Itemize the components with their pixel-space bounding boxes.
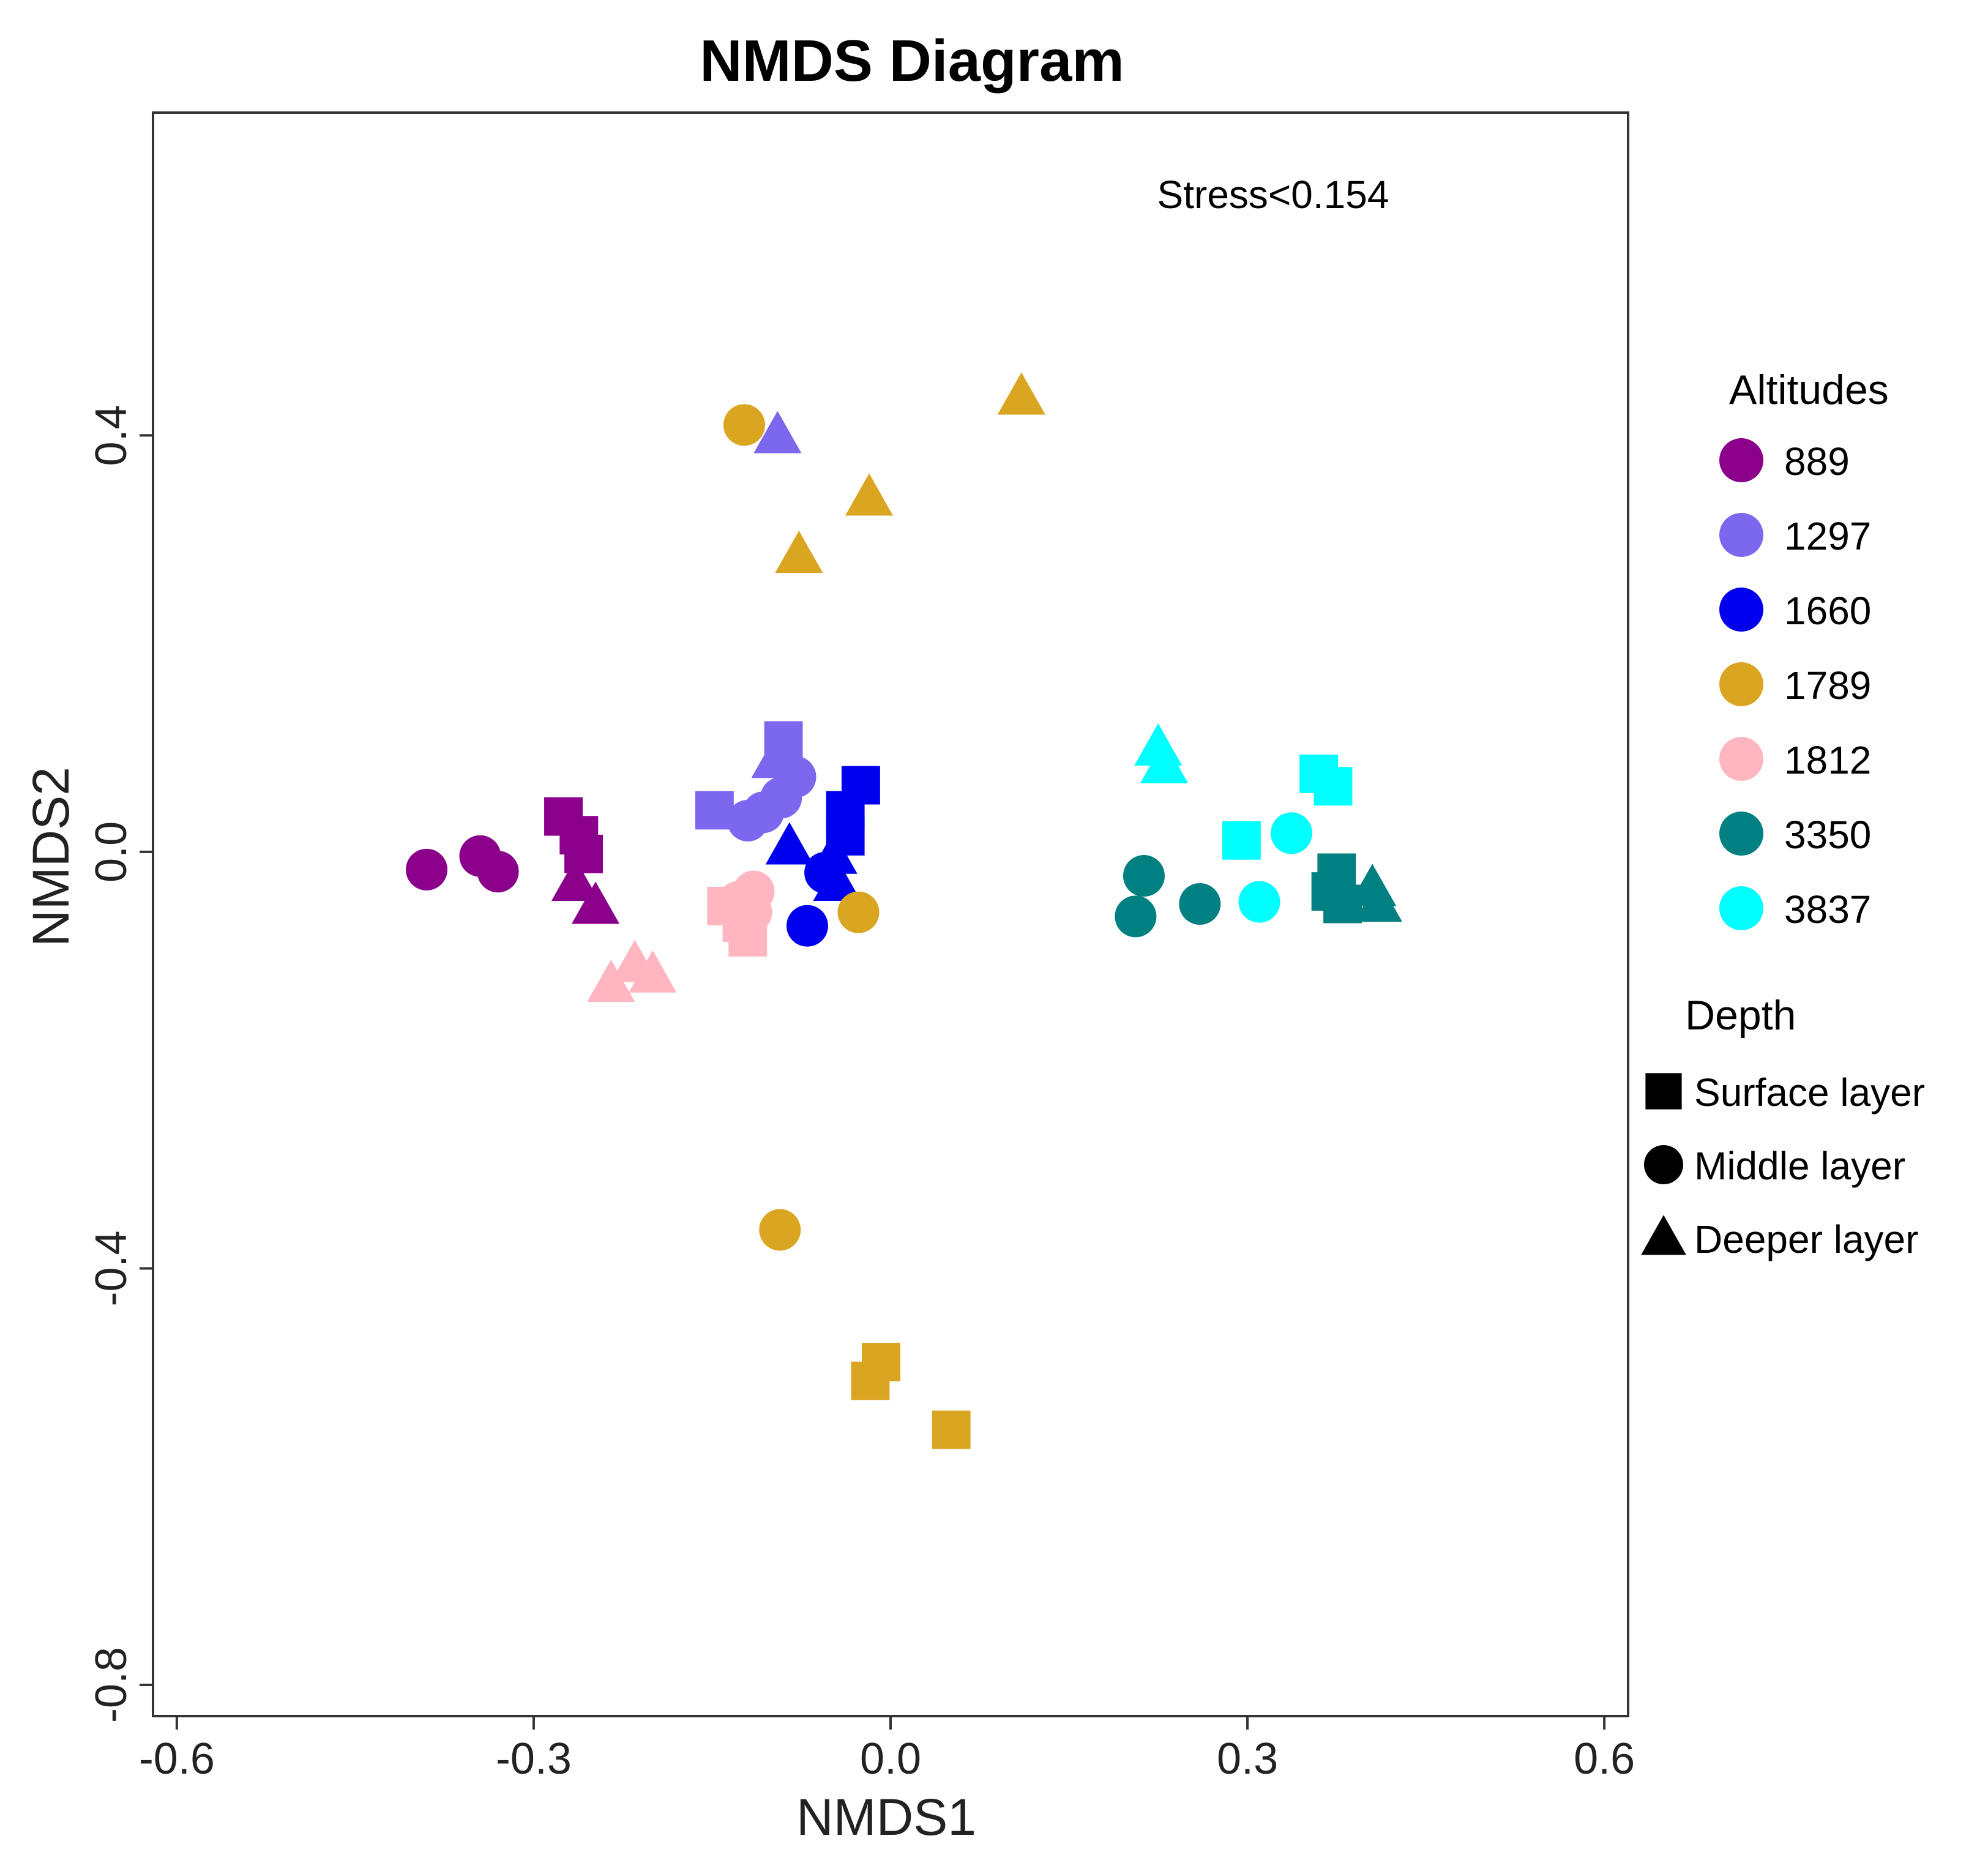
legend-key-circle: [1644, 1145, 1683, 1184]
point-3350-triangle: [1354, 879, 1402, 922]
point-3350-circle: [1123, 855, 1165, 897]
point-889-triangle: [571, 881, 620, 924]
point-3350-circle: [1179, 883, 1221, 925]
legend-label-1660: 1660: [1784, 589, 1871, 633]
y-tick-label: -0.4: [87, 1230, 136, 1306]
point-889-square: [564, 834, 604, 873]
legend-label-1789: 1789: [1784, 663, 1871, 707]
point-1660-circle: [786, 905, 828, 947]
point-3837-square: [1313, 767, 1353, 806]
legend-label-889: 889: [1784, 439, 1850, 483]
point-1789-triangle: [997, 372, 1045, 415]
legend-label-triangle: Deeper layer: [1694, 1217, 1918, 1261]
point-889-circle: [477, 851, 519, 893]
y-tick-label: 0.0: [87, 821, 136, 883]
depth-legend-title: Depth: [1685, 992, 1796, 1039]
point-1297-square: [695, 791, 734, 830]
point-1789-square: [932, 1410, 971, 1449]
legend-key-triangle: [1641, 1215, 1686, 1255]
depth-legend: Depth Surface layer Middle layer Deeper la…: [1641, 992, 1925, 1261]
point-3837-circle: [1270, 812, 1312, 854]
points-layer: [406, 372, 1402, 1449]
legend-key-square: [1645, 1073, 1682, 1110]
legend-label-3350: 3350: [1784, 813, 1871, 857]
x-tick-label: -0.6: [139, 1734, 215, 1783]
legend-key-3350: [1719, 812, 1763, 856]
point-1812-triangle: [629, 950, 677, 993]
legend-key-3837: [1719, 886, 1763, 930]
x-tick-label: 0.6: [1574, 1734, 1635, 1783]
legend-label-circle: Middle layer: [1694, 1144, 1905, 1188]
point-1789-circle: [759, 1209, 801, 1251]
point-1789-triangle: [845, 473, 894, 516]
legend-key-1297: [1719, 513, 1763, 557]
legend-key-1789: [1719, 662, 1763, 706]
x-tick-label: 0.0: [860, 1734, 921, 1783]
point-1660-triangle: [765, 822, 813, 865]
y-tick-label: 0.4: [87, 405, 136, 466]
legend-label-square: Surface layer: [1694, 1070, 1925, 1114]
plot-panel: [152, 111, 1629, 1717]
y-axis-title: NMDS2: [22, 767, 80, 947]
point-889-circle: [406, 848, 448, 890]
point-1789-circle: [837, 891, 880, 933]
legend-label-1812: 1812: [1784, 738, 1871, 782]
axis-layer: -0.6 -0.3 0.0 0.3 0.6 -0.8 -0.4 0.0 0.4: [87, 405, 1635, 1783]
altitudes-legend-title: Altitudes: [1729, 367, 1889, 413]
y-tick-label: -0.8: [87, 1647, 136, 1723]
point-1789-triangle: [775, 530, 823, 573]
point-1789-square: [851, 1361, 890, 1400]
point-1297-triangle: [753, 411, 802, 454]
point-1297-circle: [727, 799, 769, 842]
legend-key-889: [1719, 438, 1763, 482]
x-tick-label: 0.3: [1217, 1734, 1278, 1783]
stress-annotation: Stress<0.154: [1157, 173, 1389, 217]
point-1660-triangle: [813, 858, 861, 902]
legend-key-1660: [1719, 588, 1763, 632]
chart-title: NMDS Diagram: [700, 28, 1124, 94]
x-tick-label: -0.3: [496, 1734, 572, 1783]
point-1812-triangle: [587, 959, 635, 1002]
point-889-triangle: [551, 858, 600, 902]
point-3837-triangle: [1140, 741, 1189, 783]
legend-label-1297: 1297: [1784, 514, 1871, 558]
legend-key-1812: [1719, 737, 1763, 781]
x-axis-title: NMDS1: [796, 1788, 976, 1846]
point-3837-square: [1222, 821, 1261, 860]
point-1789-circle: [723, 404, 765, 446]
point-3350-circle: [1115, 895, 1157, 938]
point-1812-square: [728, 917, 768, 957]
legend-label-3837: 3837: [1784, 887, 1871, 932]
altitudes-legend: Altitudes 889 1297 1660 1789 1812 3350 3837: [1719, 367, 1889, 932]
point-3837-circle: [1238, 881, 1280, 923]
